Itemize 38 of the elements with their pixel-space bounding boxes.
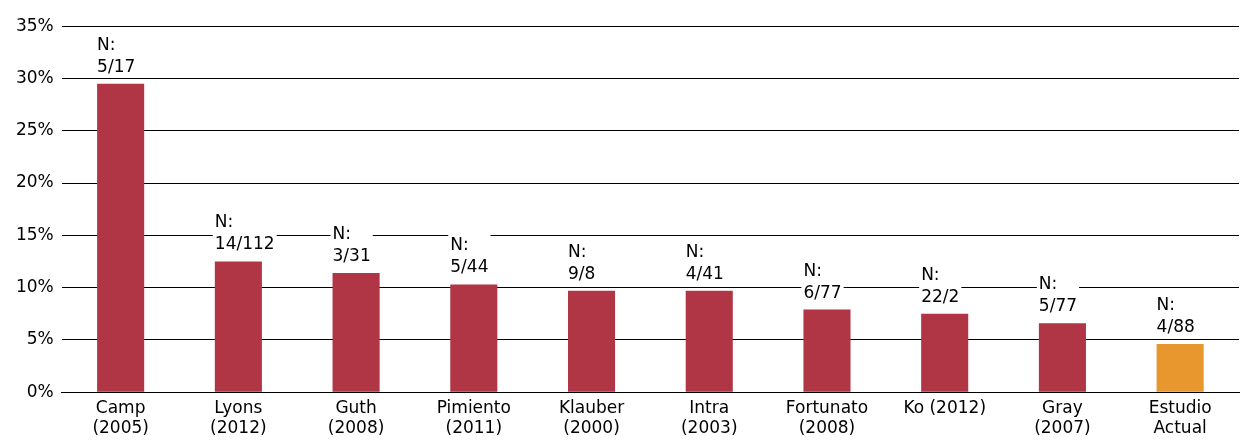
data-label: N: 4/88 [1156,294,1195,337]
y-tick-label: 35% [15,14,54,35]
data-label: N: 6/77 [803,259,842,302]
bar [332,272,380,392]
y-tick-label: 0% [26,380,54,401]
x-tick-label: Gray (2007) [1034,396,1091,438]
x-tick-label: Lyons (2012) [210,396,267,438]
x-tick-label: Ko (2012) [903,396,987,417]
x-tick-label: Estudio Actual [1148,396,1212,438]
data-label: N: 9/8 [567,240,596,283]
data-label: N: 4/41 [685,240,724,283]
bar [567,290,616,392]
y-tick-label: 10% [15,276,54,297]
data-label: N: 14/112 [214,211,275,254]
bar [97,83,145,392]
y-tick-label: 20% [15,171,54,192]
data-label: N: 5/17 [97,33,136,76]
x-tick-label: Klauber (2000) [558,396,625,438]
bar [450,284,498,392]
data-label: N: 5/44 [450,234,489,277]
x-tick-label: Camp (2005) [92,396,149,438]
x-tick-label: Pimiento (2011) [436,396,511,438]
x-tick-label: Intra (2003) [680,396,738,438]
data-label: N: 3/31 [332,222,371,265]
y-tick-label: 15% [15,223,54,244]
bar [1156,344,1204,392]
y-tick-label: 25% [15,119,54,140]
x-tick-label: Fortunato (2008) [785,396,869,438]
bar [685,290,733,392]
bar [214,261,262,392]
x-tick-label: Guth (2008) [327,396,385,438]
bar [803,309,851,392]
bar [1038,323,1086,392]
y-tick-label: 30% [15,66,54,87]
bar [921,313,969,392]
y-tick-label: 5% [26,328,54,349]
data-label: N: 5/77 [1038,273,1078,316]
data-label: N: 22/2 [921,263,960,306]
